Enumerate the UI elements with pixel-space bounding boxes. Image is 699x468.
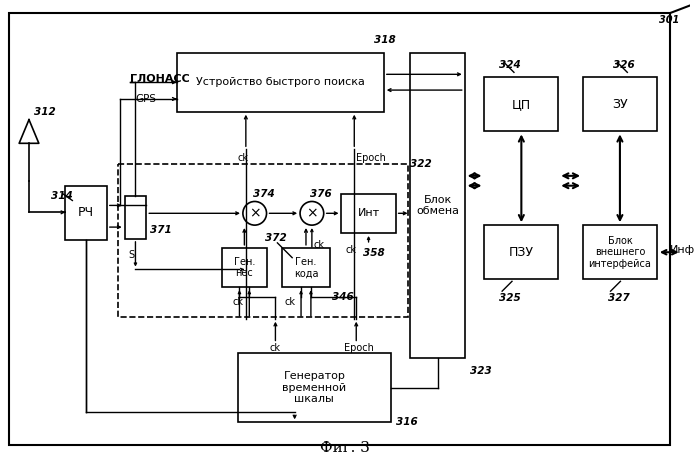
Text: Инф: Инф (670, 245, 695, 255)
Text: Ген.
нес: Ген. нес (233, 257, 255, 278)
Text: 325: 325 (499, 293, 521, 303)
Text: РЧ: РЧ (78, 206, 94, 219)
Bar (66, 186, 107, 240)
Bar (583, 77, 657, 132)
Bar (117, 164, 408, 317)
Text: 358: 358 (363, 248, 385, 258)
Text: ПЗУ: ПЗУ (509, 246, 534, 259)
Text: Epoch: Epoch (356, 153, 386, 163)
Bar (583, 225, 657, 279)
Text: S: S (129, 250, 135, 260)
Bar (282, 248, 330, 287)
Bar (238, 353, 391, 422)
Bar (222, 248, 266, 287)
Text: 316: 316 (396, 417, 417, 427)
Bar (177, 52, 384, 112)
Text: Фиг. 3: Фиг. 3 (320, 441, 370, 455)
Text: Ген.
кода: Ген. кода (294, 257, 318, 278)
Bar (410, 52, 465, 358)
Text: ck: ck (238, 153, 249, 163)
Text: 346: 346 (331, 292, 354, 302)
Text: 371: 371 (150, 225, 172, 235)
Text: ×: × (249, 206, 261, 220)
Text: 301: 301 (659, 15, 679, 25)
Circle shape (300, 201, 324, 225)
Text: Инт: Инт (357, 208, 380, 218)
Text: Epoch: Epoch (345, 344, 374, 353)
Text: ×: × (306, 206, 318, 220)
Text: Генератор
временной
шкалы: Генератор временной шкалы (282, 371, 347, 404)
Text: ck: ck (284, 297, 295, 307)
Text: ck: ck (345, 245, 356, 255)
Text: 374: 374 (253, 189, 275, 198)
Text: 322: 322 (410, 159, 432, 169)
Text: Блок
обмена: Блок обмена (416, 195, 459, 216)
Text: GPS: GPS (136, 94, 157, 104)
Text: 376: 376 (310, 189, 331, 198)
Bar (124, 196, 146, 239)
Bar (484, 225, 559, 279)
Text: ck: ck (314, 240, 325, 250)
Text: Блок
внешнего
интерфейса: Блок внешнего интерфейса (589, 235, 651, 269)
Text: ck: ck (233, 297, 243, 307)
Text: 326: 326 (612, 59, 634, 70)
Text: 318: 318 (374, 35, 396, 45)
Bar (341, 194, 396, 233)
Text: 323: 323 (470, 366, 491, 376)
Text: ГЛОНАСС: ГЛОНАСС (129, 74, 189, 84)
Bar (484, 77, 559, 132)
Text: Устройство быстрого поиска: Устройство быстрого поиска (196, 77, 365, 87)
Text: 327: 327 (607, 293, 629, 303)
Text: ЦП: ЦП (512, 98, 531, 111)
Text: 314: 314 (50, 190, 73, 201)
Text: 372: 372 (265, 233, 287, 243)
Text: ck: ck (270, 344, 280, 353)
Text: 312: 312 (34, 107, 56, 117)
Circle shape (243, 201, 266, 225)
Text: ЗУ: ЗУ (612, 98, 628, 111)
Text: 324: 324 (499, 59, 521, 70)
